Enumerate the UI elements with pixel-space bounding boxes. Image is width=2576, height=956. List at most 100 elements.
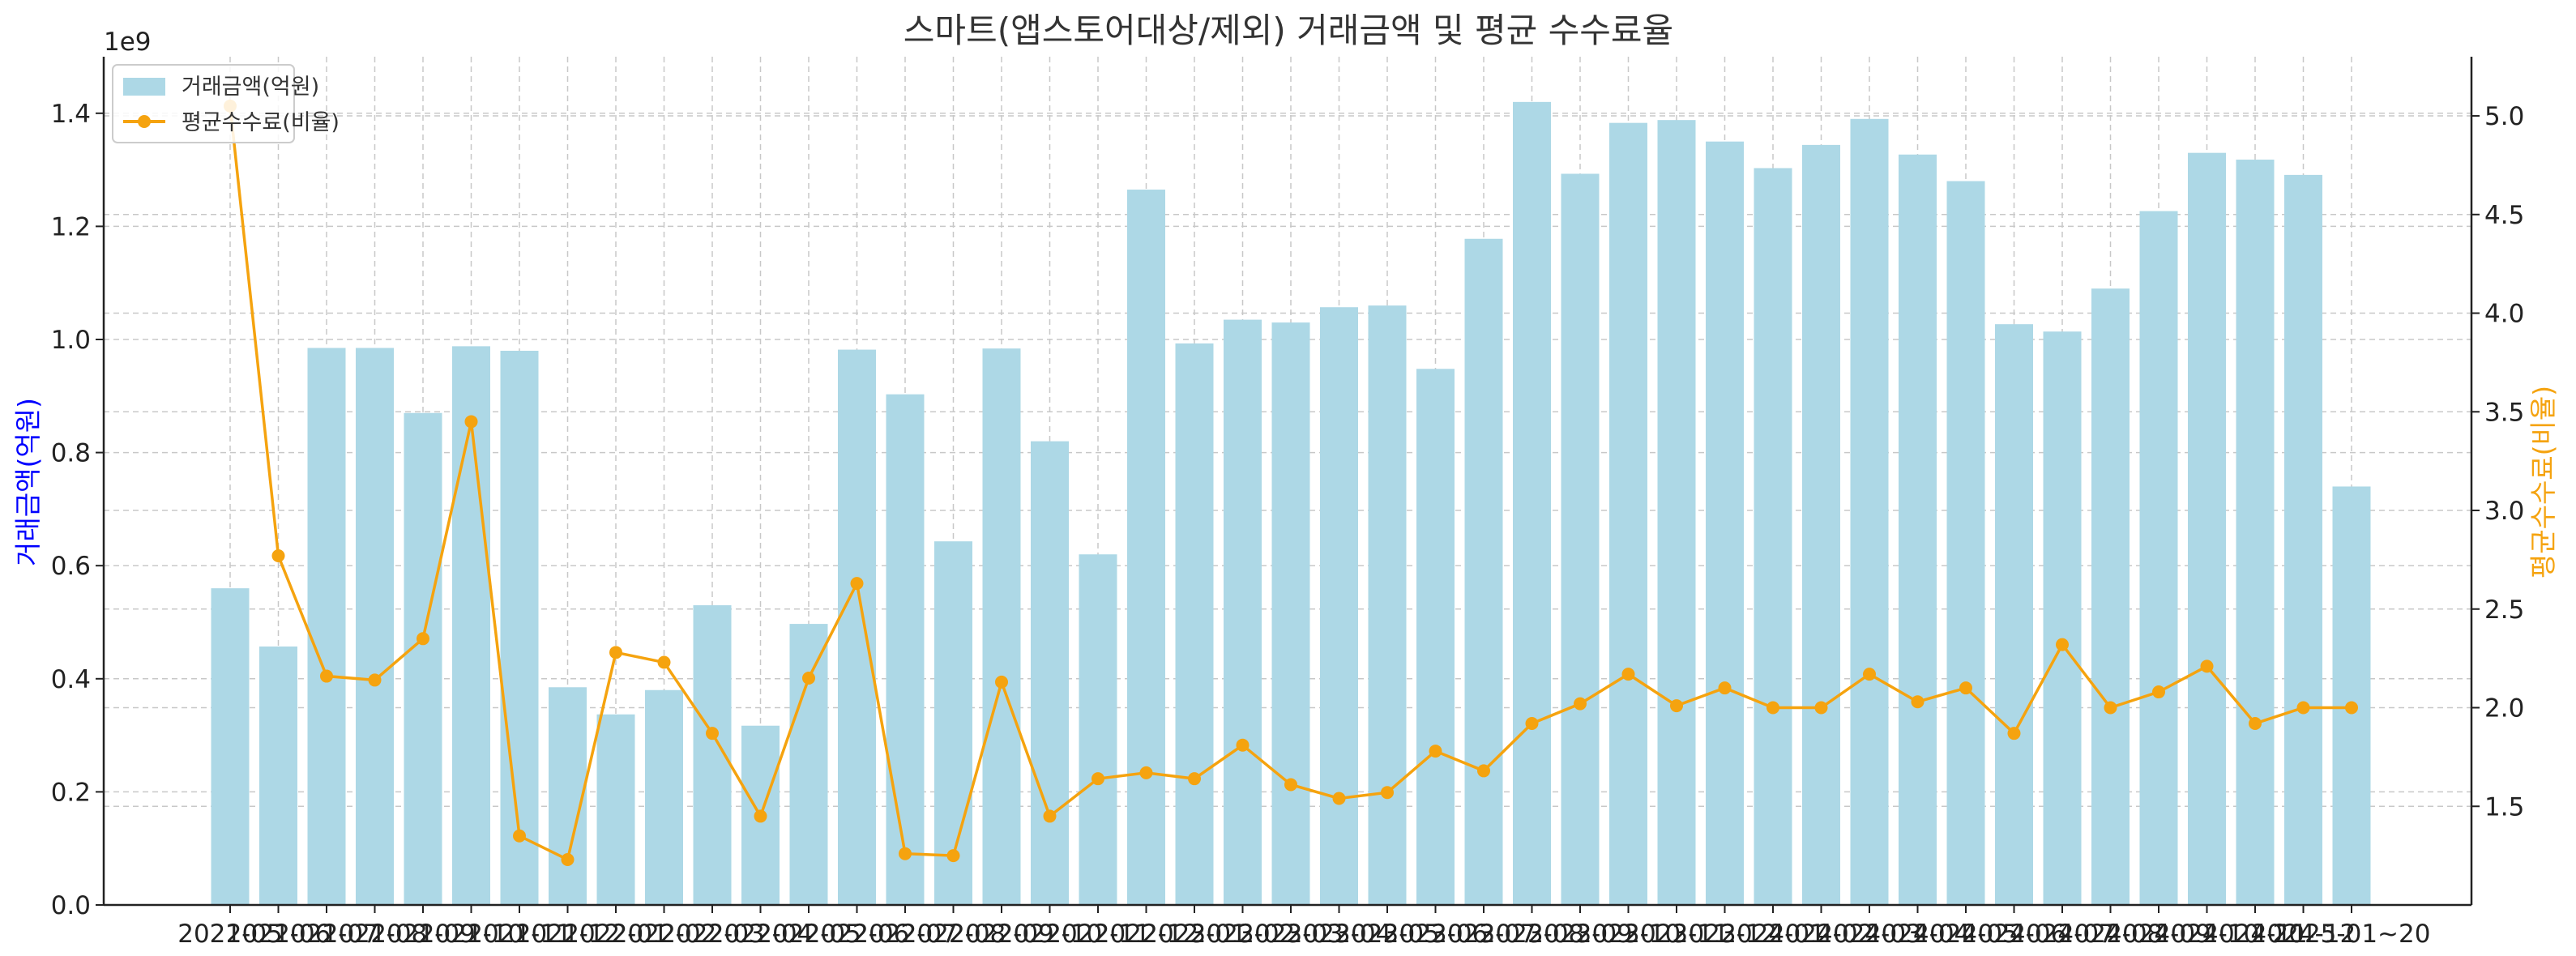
fee-rate-point-2022-06 [850,577,864,591]
x-tick-label-2024-06: 2024-06 [1962,920,2067,949]
fee-rate-point-2021-11 [513,829,526,843]
x-tick-label-2022-11: 2022-11 [1045,920,1151,949]
fee-rate-point-2023-08 [1525,716,1539,730]
left-tick-label-2: 0.4 [51,665,91,694]
bar-2024-04 [1899,154,1937,905]
x-tick-label-2023-08: 2023-08 [1480,920,1585,949]
bar-2022-09 [982,348,1021,906]
fee-rate-point-2022-04 [754,809,767,823]
bar-2025-01~20 [2332,486,2371,905]
bar-2022-12 [1127,190,1165,905]
x-tick-label-2021-12: 2021-12 [515,920,621,949]
fee-rate-point-2024-03 [1863,668,1876,681]
x-tick-label-2024-12: 2024-12 [2251,920,2356,949]
bar-2021-07 [307,348,346,906]
bar-2023-05 [1368,305,1407,905]
bar-2021-06 [259,647,297,905]
fee-rate-point-2023-04 [1332,792,1346,805]
chart-title: 스마트(앱스토어대상/제외) 거래금액 및 평균 수수료율 [904,11,1673,50]
bar-2024-03 [1850,118,1889,905]
x-tick-label-2024-01: 2024-01 [1720,920,1826,949]
fee-rate-point-2021-08 [368,673,382,687]
fee-rate-point-2024-08 [2104,701,2117,715]
bar-2021-12 [549,687,587,905]
fee-rate-point-2023-01 [1188,772,1201,786]
right-tick-label-3: 3.0 [2484,497,2524,526]
bar-2023-03 [1271,322,1310,905]
x-tick-label-2021-06: 2021-06 [226,920,331,949]
bar-2022-01 [596,714,635,905]
x-tick-label-2021-08: 2021-08 [323,920,428,949]
x-tick-label-2023-04: 2023-04 [1287,920,1392,949]
x-tick-label-2022-03: 2022-03 [660,920,765,949]
bar-2022-11 [1079,554,1117,905]
fee-rate-point-2022-12 [1139,766,1153,779]
bar-2024-01 [1754,168,1792,906]
fee-rate-point-2023-03 [1284,778,1297,792]
x-tick-label-2022-07: 2022-07 [852,920,958,949]
fee-rate-point-2022-07 [899,847,912,860]
bar-series [211,101,2371,906]
bar-2024-05 [1946,181,1985,905]
bar-2023-07 [1464,238,1503,906]
x-tick-label-2024-05: 2024-05 [1913,920,2019,949]
fee-rate-point-2021-07 [320,669,333,683]
x-tick-label-2022-01: 2022-01 [563,920,669,949]
right-tick-label-7: 5.0 [2484,102,2524,131]
fee-rate-point-2022-02 [657,655,671,669]
axes [102,57,2473,907]
bar-2023-09 [1561,173,1600,906]
fee-rate-point-2024-01 [1766,701,1779,715]
legend-line-marker [138,115,151,128]
bar-2022-10 [1031,441,1069,905]
x-tick-label-2024-08: 2024-08 [2058,920,2164,949]
bar-2023-08 [1513,101,1551,906]
left-tick-label-6: 1.2 [51,212,91,241]
fee-rate-point-2024-10 [2200,659,2214,673]
fee-rate-point-2023-05 [1381,786,1394,800]
bar-2023-06 [1416,369,1455,905]
fee-rate-point-2021-09 [417,632,429,646]
fee-rate-point-2024-07 [2056,638,2069,651]
bar-2023-04 [1320,307,1358,905]
fee-rate-point-2022-10 [1043,809,1057,823]
bar-2024-08 [2091,288,2130,905]
x-tick-label-2024-10: 2024-10 [2155,920,2260,949]
left-tick-label-3: 0.6 [51,552,91,581]
x-tick-label-2021-11: 2021-11 [467,920,572,949]
right-tick-label-4: 3.5 [2484,398,2524,427]
x-tick-label-2023-10: 2023-10 [1576,920,1681,949]
x-tick-label-2025-01~20: 2025-01~20 [2273,920,2431,949]
x-tick-label-2024-04: 2024-04 [1865,920,1971,949]
bar-2024-11 [2236,160,2275,905]
left-tick-label-7: 1.4 [51,100,91,129]
right-tick-label-6: 4.5 [2484,201,2524,230]
fee-rate-point-2023-06 [1429,745,1442,758]
bar-2023-02 [1224,319,1262,905]
left-tick-label-1: 0.2 [51,778,91,807]
x-tick-label-2024-11: 2024-11 [2202,920,2308,949]
fee-rate-point-2023-09 [1574,697,1587,711]
x-tick-label-2024-09: 2024-09 [2106,920,2211,949]
fee-rate-point-2024-11 [2249,716,2262,730]
fee-rate-point-2024-02 [1814,701,1828,715]
left-tick-label-4: 0.8 [51,439,91,468]
line-series [224,99,2358,866]
right-tick-label-2: 2.5 [2484,595,2524,625]
x-tick-label-2023-01: 2023-01 [1142,920,1247,949]
x-tick-label-2024-03: 2024-03 [1817,920,1922,949]
right-axis-title: 평균수수료(비율) [2527,386,2559,578]
bar-2023-11 [1657,120,1696,905]
right-tick-label-0: 1.5 [2484,792,2524,822]
fee-rate-point-2021-12 [561,852,575,866]
bar-2024-09 [2139,211,2178,906]
x-tick-label-2022-04: 2022-04 [708,920,814,949]
bar-2023-12 [1706,141,1744,905]
fee-rate-point-2022-09 [995,675,1008,689]
x-tick-label-2022-06: 2022-06 [805,920,910,949]
x-tick-label-2021-05: 2021-05 [177,920,283,949]
bar-2022-07 [886,394,925,905]
left-tick-label-0: 0.0 [51,891,91,920]
x-tick-label-2022-10: 2022-10 [998,920,1103,949]
